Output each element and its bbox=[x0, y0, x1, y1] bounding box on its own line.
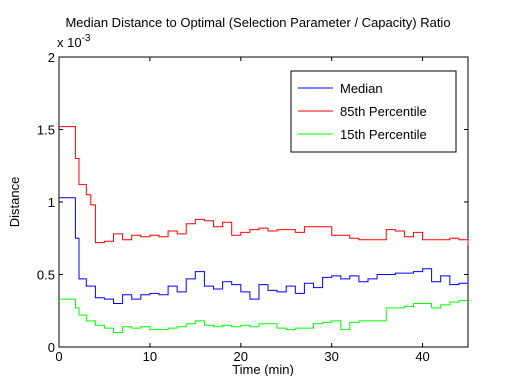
y-tick-label: 0 bbox=[48, 340, 55, 355]
ticks-layer: 0 10 20 30 40 0 0.5 1 1.5 2 bbox=[37, 50, 468, 364]
series-line-1 bbox=[59, 197, 469, 304]
y-axis-label: Distance bbox=[7, 177, 22, 228]
y-tick-label: 2 bbox=[48, 50, 55, 65]
series-line-3 bbox=[59, 298, 468, 333]
y-multiplier-exponent: -3 bbox=[82, 33, 91, 44]
legend-label: Median bbox=[340, 81, 383, 96]
legend-label: 15th Percentile bbox=[340, 127, 427, 142]
x-tick-label: 0 bbox=[55, 349, 62, 364]
y-tick-label: 1 bbox=[48, 195, 55, 210]
legend-label: 85th Percentile bbox=[340, 104, 427, 119]
legend: Median 85th Percentile 15th Percentile bbox=[290, 70, 457, 153]
x-tick-label: 10 bbox=[143, 349, 157, 364]
x-axis-label: Time (min) bbox=[232, 362, 294, 376]
chart-title: Median Distance to Optimal (Selection Pa… bbox=[65, 15, 450, 30]
y-tick-label: 1.5 bbox=[37, 123, 55, 138]
x-tick-label: 30 bbox=[324, 349, 338, 364]
y-tick-label: 0.5 bbox=[37, 268, 55, 283]
y-multiplier-base: x 10 bbox=[57, 35, 82, 50]
x-tick-label: 20 bbox=[234, 349, 248, 364]
x-tick-label: 40 bbox=[415, 349, 429, 364]
series-line-2 bbox=[59, 126, 469, 246]
y-multiplier: x 10-3 bbox=[57, 33, 91, 50]
series-layer bbox=[59, 126, 469, 333]
